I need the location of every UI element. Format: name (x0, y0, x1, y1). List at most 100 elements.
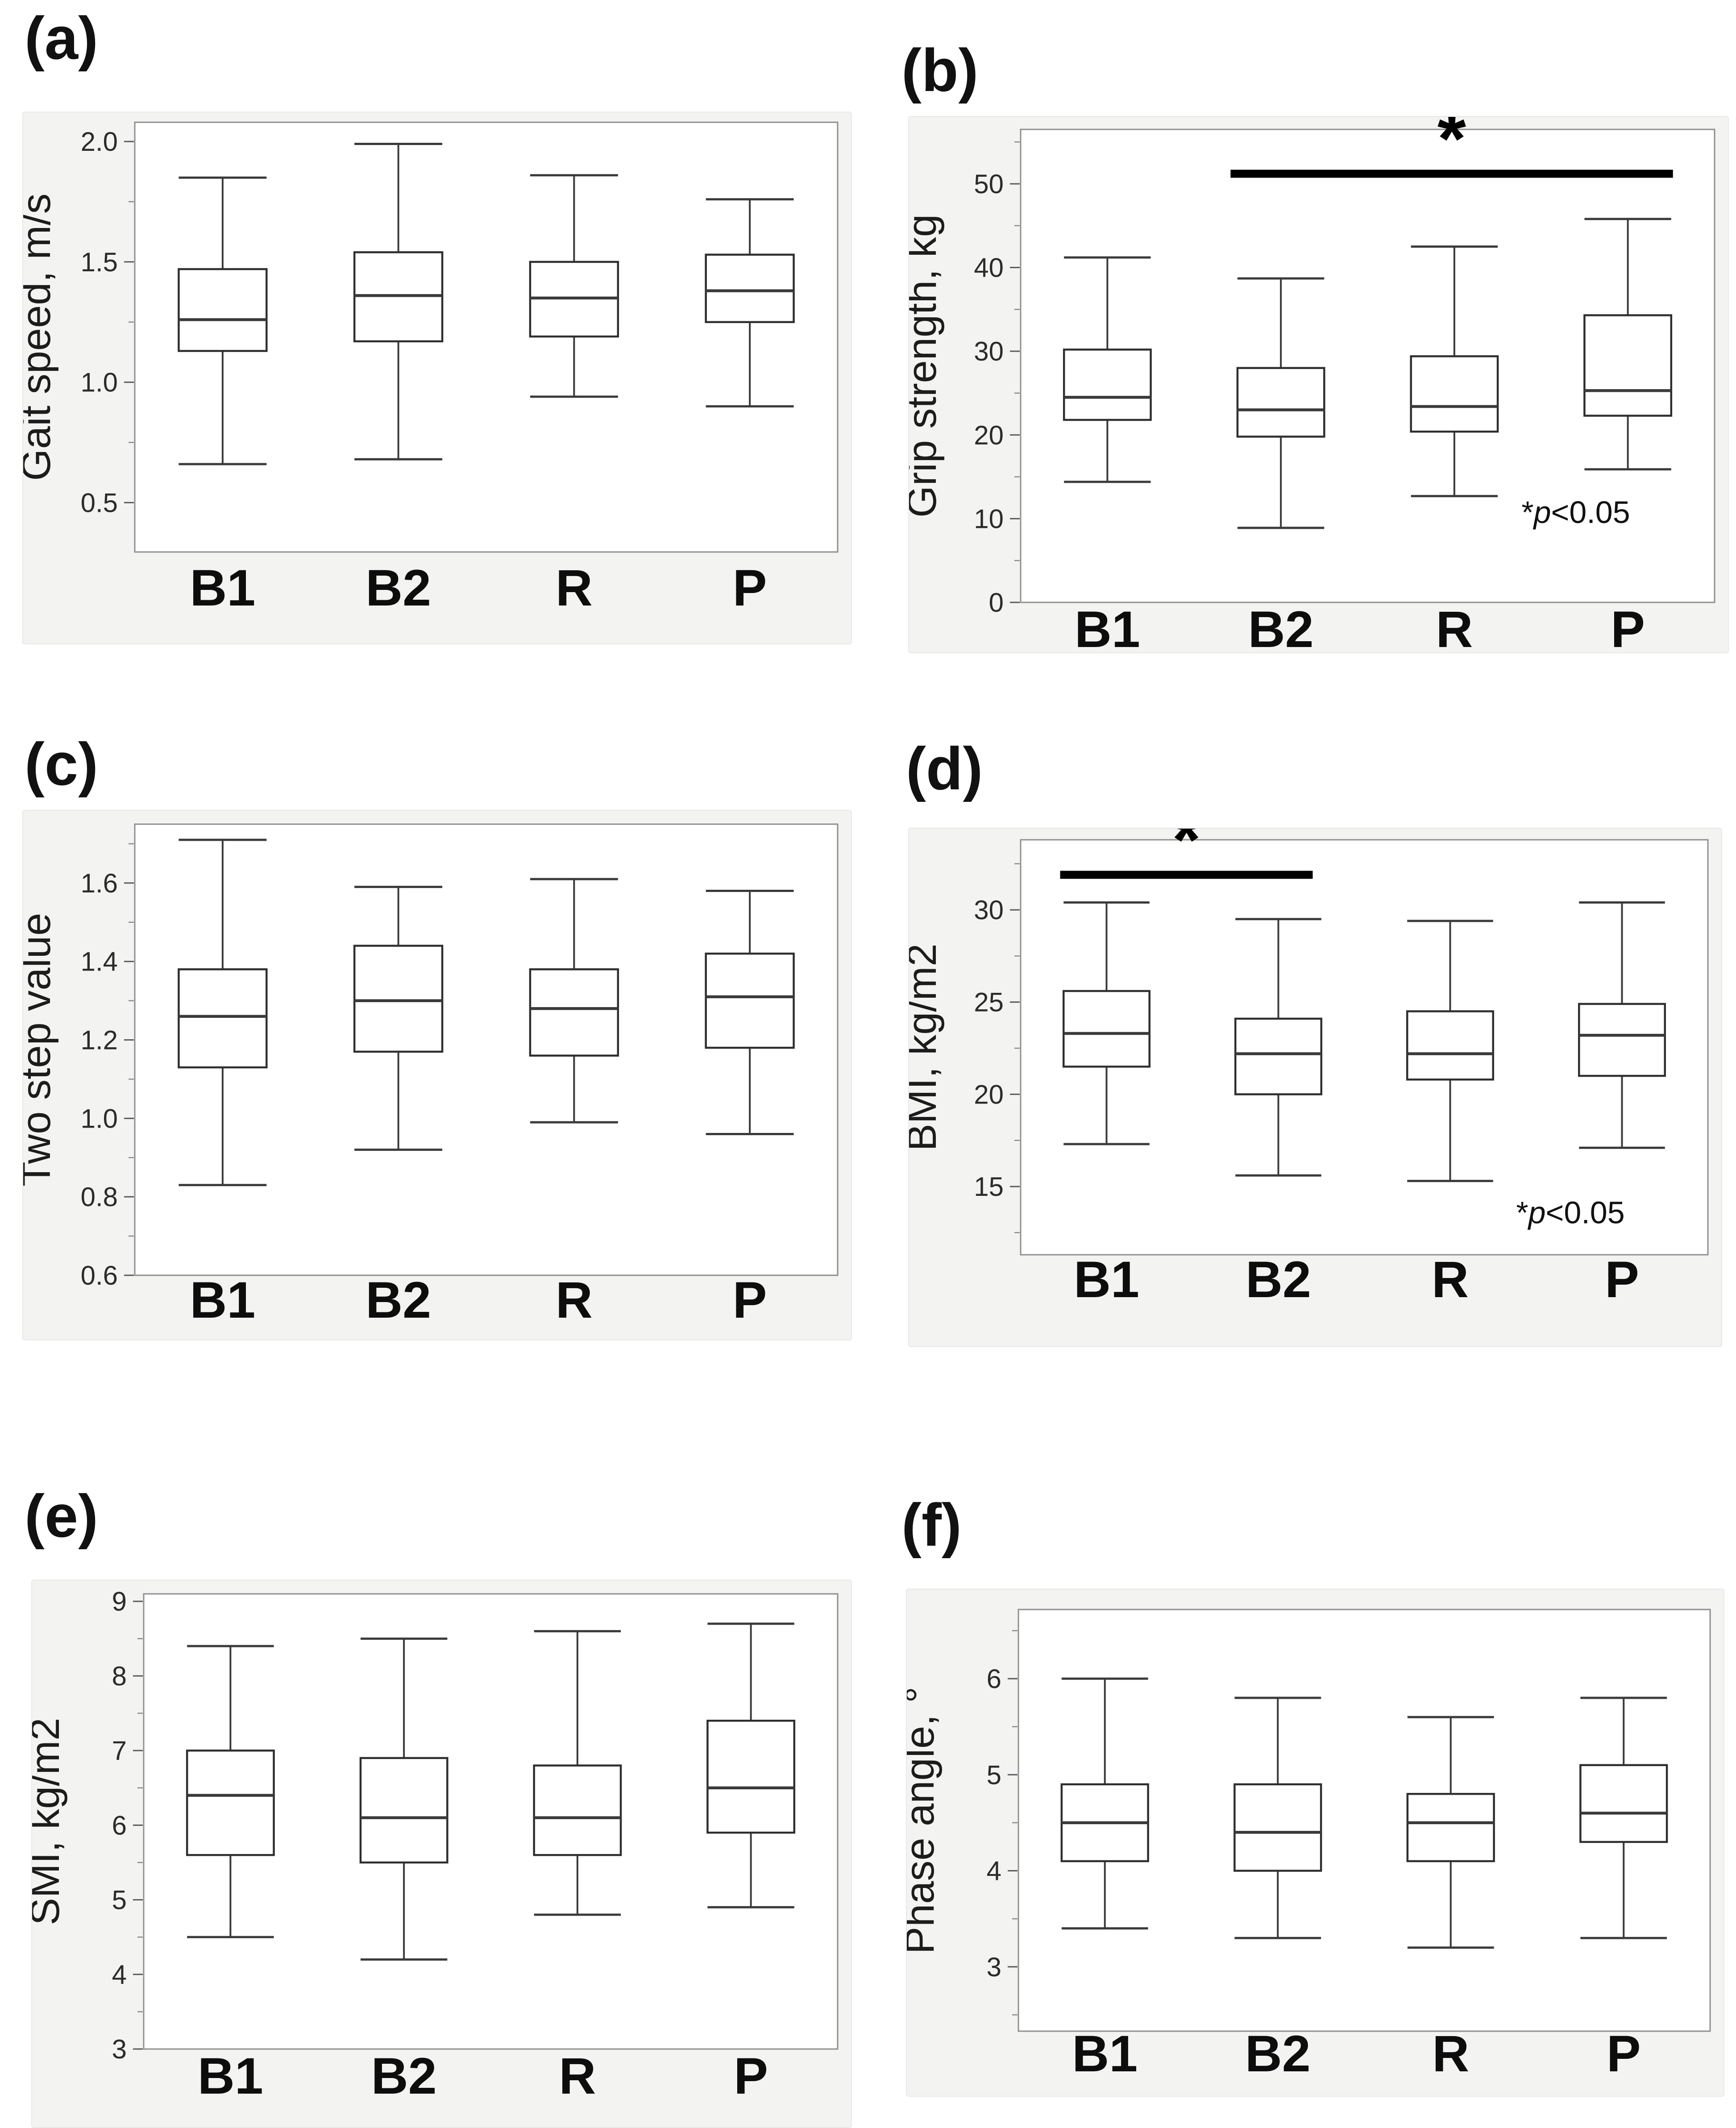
box-R (529, 968, 619, 1057)
category-label-B2: B2 (365, 560, 431, 617)
box-B1 (178, 268, 268, 352)
box-B1 (178, 968, 268, 1069)
box-P (705, 253, 795, 324)
category-label-P: P (1605, 1251, 1639, 1308)
y-tick-label: 50 (974, 169, 1004, 199)
category-label-B1: B1 (1075, 601, 1140, 652)
y-tick-label: 1.6 (81, 868, 118, 898)
y-tick-label: 1.4 (81, 947, 118, 977)
panel-letter-f: (f) (901, 1491, 962, 1559)
category-label-B1: B1 (190, 560, 255, 617)
category-label-B2: B2 (1245, 2025, 1311, 2082)
category-label-B1: B1 (190, 1272, 255, 1329)
p-value-note: *p<0.05 (1521, 495, 1630, 530)
box-R (533, 1764, 622, 1856)
y-tick-label: 6 (987, 1664, 1001, 1694)
panel-letter-b: (b) (901, 37, 979, 104)
panel-letter-e: (e) (25, 1482, 98, 1550)
y-tick-label: 20 (974, 1079, 1004, 1109)
boxplot-c-canvas: 0.6 0.8 1.0 1.2 1.4 1.6 Two step value B1 B2 R P (23, 823, 839, 1329)
y-tick-label: 5 (112, 1885, 127, 1915)
boxplot-panel-c: 0.6 0.8 1.0 1.2 1.4 1.6 Two step value B1 B2 R P (22, 810, 852, 1340)
boxplot-panel-a: 0.5 1.0 1.5 2.0 Gait speed, m/s B1 B2 R P (22, 112, 852, 644)
box-B1 (186, 1749, 275, 1856)
category-label-P: P (733, 560, 767, 617)
category-label-P: P (734, 2048, 768, 2105)
category-label-B2: B2 (1248, 601, 1314, 652)
y-tick-label: 7 (112, 1736, 127, 1766)
y-tick-label: 40 (974, 253, 1004, 283)
significance-star: * (1172, 829, 1201, 881)
y-axis-title: BMI, kg/m2 (909, 943, 945, 1151)
category-label-R: R (1432, 2025, 1469, 2082)
y-tick-label: 25 (974, 987, 1004, 1017)
y-tick-label: 1.5 (81, 247, 118, 277)
y-tick-label: 10 (974, 504, 1004, 534)
y-tick-label: 4 (987, 1856, 1001, 1886)
category-label-P: P (1611, 601, 1645, 652)
y-tick-label: 0.8 (81, 1182, 118, 1212)
category-label-R: R (556, 560, 593, 617)
category-label-B2: B2 (365, 1272, 431, 1329)
y-tick-label: 30 (974, 895, 1004, 925)
significance-star: * (1437, 117, 1466, 179)
y-tick-label: 3 (112, 2034, 127, 2064)
boxplot-e-canvas: 3 4 5 6 7 8 9 SMI, kg/m2 B1 B2 R P (32, 1587, 839, 2105)
box-R (1406, 1010, 1494, 1081)
box-B1 (1063, 990, 1150, 1068)
boxplot-b-canvas: 0 10 20 30 40 50 Grip strength, kg B1 B2 R P * *p<0.… (909, 117, 1715, 652)
y-tick-label: 0.6 (81, 1261, 118, 1290)
y-tick-label: 3 (987, 1952, 1001, 1982)
boxplot-a-canvas: 0.5 1.0 1.5 2.0 Gait speed, m/s B1 B2 R P (23, 121, 839, 617)
category-label-P: P (1607, 2025, 1641, 2082)
category-label-R: R (1432, 1251, 1469, 1308)
category-label-B1: B1 (1072, 2025, 1138, 2082)
y-tick-label: 6 (112, 1810, 127, 1840)
y-tick-label: 1.2 (81, 1025, 118, 1055)
panel-letter-a: (a) (25, 4, 98, 72)
box-B2 (1234, 1017, 1322, 1095)
box-B1 (1063, 348, 1152, 421)
category-label-P: P (733, 1272, 767, 1329)
y-axis-title: Two step value (23, 913, 59, 1187)
y-axis-title: SMI, kg/m2 (32, 1717, 68, 1925)
box-P (1579, 1764, 1668, 1843)
y-axis-title: Grip strength, kg (909, 214, 945, 518)
box-B2 (353, 945, 444, 1053)
y-tick-label: 8 (112, 1661, 127, 1691)
boxplot-panel-b: 0 10 20 30 40 50 Grip strength, kg B1 B2 R P * *p<0.… (908, 116, 1729, 653)
box-P (1583, 314, 1673, 417)
box-B2 (1236, 367, 1325, 438)
boxplot-panel-e: 3 4 5 6 7 8 9 SMI, kg/m2 B1 B2 R P (31, 1580, 852, 2128)
category-label-B2: B2 (1246, 1251, 1311, 1308)
y-tick-label: 5 (987, 1760, 1001, 1790)
category-label-B2: B2 (371, 2048, 437, 2105)
box-B2 (1233, 1783, 1322, 1872)
y-tick-label: 1.0 (81, 368, 118, 398)
box-R (1410, 355, 1499, 433)
panel-letter-c: (c) (25, 730, 98, 798)
y-tick-label: 1.0 (81, 1103, 118, 1133)
y-tick-label: 0.5 (81, 488, 118, 518)
y-axis-title: Phase angle, ° (907, 1687, 943, 1954)
box-R (1406, 1793, 1495, 1863)
panel-letter-d: (d) (906, 735, 983, 802)
category-label-R: R (559, 2048, 596, 2105)
y-tick-label: 30 (974, 336, 1004, 366)
y-tick-label: 15 (974, 1172, 1004, 1202)
box-P (1578, 1003, 1666, 1077)
category-label-B1: B1 (198, 2048, 263, 2105)
y-tick-label: 4 (112, 1960, 127, 1990)
p-value-note: *p<0.05 (1516, 1195, 1624, 1230)
boxplot-d-canvas: 15 20 25 30 BMI, kg/m2 B1 B2 R P * *p<0.05 (909, 829, 1709, 1308)
box-P (706, 1720, 796, 1834)
y-tick-label: 2.0 (81, 127, 118, 157)
boxplot-f-canvas: 3 4 5 6 Phase angle, ° B1 B2 R P (907, 1609, 1711, 2082)
category-label-R: R (556, 1272, 593, 1329)
y-tick-label: 9 (112, 1587, 127, 1617)
boxplot-panel-d: 15 20 25 30 BMI, kg/m2 B1 B2 R P * *p<0.05 (908, 828, 1722, 1347)
boxplot-panel-f: 3 4 5 6 Phase angle, ° B1 B2 R P (906, 1589, 1724, 2097)
category-label-R: R (1436, 601, 1473, 652)
y-tick-label: 20 (974, 420, 1004, 450)
category-label-B1: B1 (1074, 1251, 1139, 1308)
